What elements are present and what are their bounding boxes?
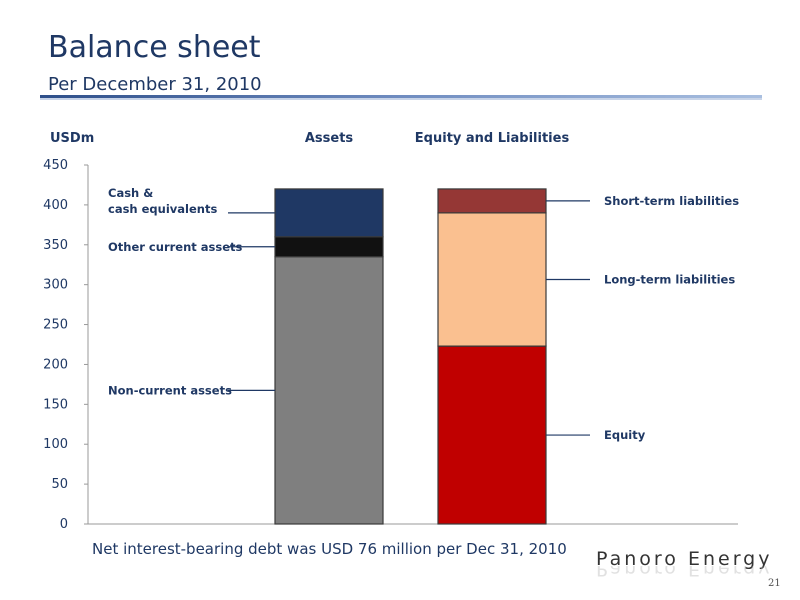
- footnote: Net interest-bearing debt was USD 76 mil…: [92, 540, 567, 558]
- y-axis-label: USDm: [50, 131, 94, 146]
- bar-segment-cash-cash-equivalents: [274, 188, 384, 238]
- y-tick-label: 150: [43, 397, 68, 412]
- title-rule-shadow: [40, 98, 762, 100]
- annotation-equity: Equity: [604, 428, 646, 442]
- y-tick-label: 450: [43, 158, 68, 173]
- slide-title: Balance sheet: [48, 30, 261, 65]
- bar-segment-other-current-assets: [274, 236, 384, 258]
- bar-segment-long-term-liabilities: [437, 212, 547, 347]
- category-label-assets: Assets: [305, 131, 354, 146]
- annotation-cash-cash-equivalents: cash equivalents: [108, 202, 217, 216]
- y-tick-label: 250: [43, 318, 68, 333]
- y-tick-label: 100: [43, 437, 68, 452]
- y-tick-label: 0: [60, 517, 68, 532]
- annotation-other-current-assets: Other current assets: [108, 240, 243, 254]
- bar-segment-short-term-liabilities: [437, 188, 547, 214]
- bar-segment-non-current-assets: [274, 256, 384, 525]
- annotation-short-term-liabilities: Short-term liabilities: [604, 194, 739, 208]
- y-tick-label: 350: [43, 238, 68, 253]
- annotation-cash-cash-equivalents: Cash &: [108, 186, 153, 200]
- bar-segment-equity: [437, 345, 547, 525]
- annotation-long-term-liabilities: Long-term liabilities: [604, 272, 735, 286]
- y-tick-label: 400: [43, 198, 68, 213]
- y-tick-label: 300: [43, 278, 68, 293]
- company-logo: Panoro Energy: [596, 548, 773, 570]
- company-logo-reflection: Panoro Energy: [596, 566, 773, 580]
- slide-subtitle: Per December 31, 2010: [48, 74, 262, 95]
- page-number: 21: [768, 578, 781, 589]
- y-tick-label: 50: [51, 477, 68, 492]
- title-rule: [40, 95, 762, 98]
- category-label-equity-and-liabilities: Equity and Liabilities: [415, 131, 570, 146]
- annotation-non-current-assets: Non-current assets: [108, 383, 232, 397]
- y-tick-label: 200: [43, 357, 68, 372]
